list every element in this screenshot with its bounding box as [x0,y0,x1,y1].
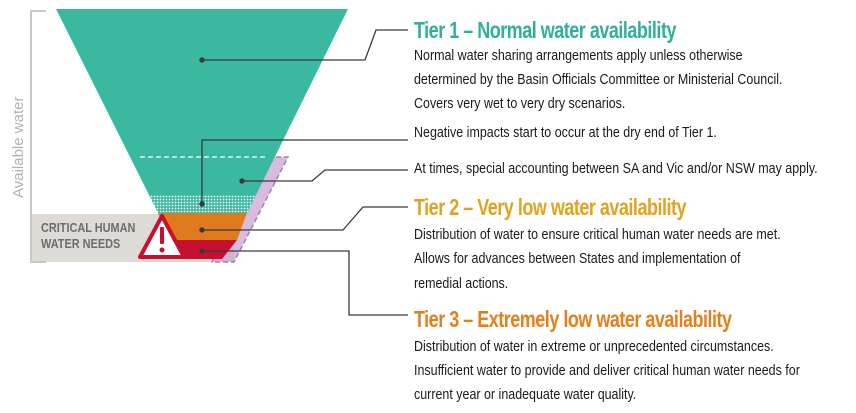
negative-impacts-leader-line [201,139,408,204]
tier1-description-line: determined by the Basin Officials Commit… [414,72,783,88]
tier2-band [158,213,247,240]
warning-triangle-icon [138,214,186,259]
tier1-marker-dot [199,57,205,63]
tier3-description-line: Insufficient water to provide and delive… [414,363,800,379]
tier3-leader-line [202,250,408,316]
special-accounting-note: At times, special accounting between SA … [414,161,818,177]
tier1-heading: Tier 1 – Normal water availability [414,17,676,43]
tier2-marker-dot [199,227,205,233]
tier3-description-line: current year or inadequate water quality… [414,387,637,403]
tier1-leader-line [202,29,408,61]
tier3-marker-dot [199,248,205,254]
tier2-description-line: Allows for advances between States and i… [414,251,741,267]
available-water-axis-label: Available water [10,96,27,198]
negative-impacts-marker-dot [199,201,205,207]
tier1-description-line: Covers very wet to very dry scenarios. [414,96,626,112]
tier1-funnel [56,9,348,195]
tier2-leader-line [202,206,408,231]
critical-needs-label-line2: WATER NEEDS [41,236,121,251]
tier3-heading: Tier 3 – Extremely low water availabilit… [414,306,732,332]
negative-impacts-note: Negative impacts start to occur at the d… [414,125,717,141]
tier2-description-line: remedial actions. [414,276,509,292]
available-water-bracket [30,10,46,263]
special-accounting-leader-line [242,169,408,182]
critical-needs-label-line1: CRITICAL HUMAN [41,220,136,235]
special-accounting-marker-dot [239,178,245,184]
tier2-heading: Tier 2 – Very low water availability [414,194,687,220]
tier1-description-line: Normal water sharing arrangements apply … [414,48,743,64]
tier3-description-line: Distribution of water in extreme or unpr… [414,339,774,355]
tier2-description-line: Distribution of water to ensure critical… [414,227,781,243]
